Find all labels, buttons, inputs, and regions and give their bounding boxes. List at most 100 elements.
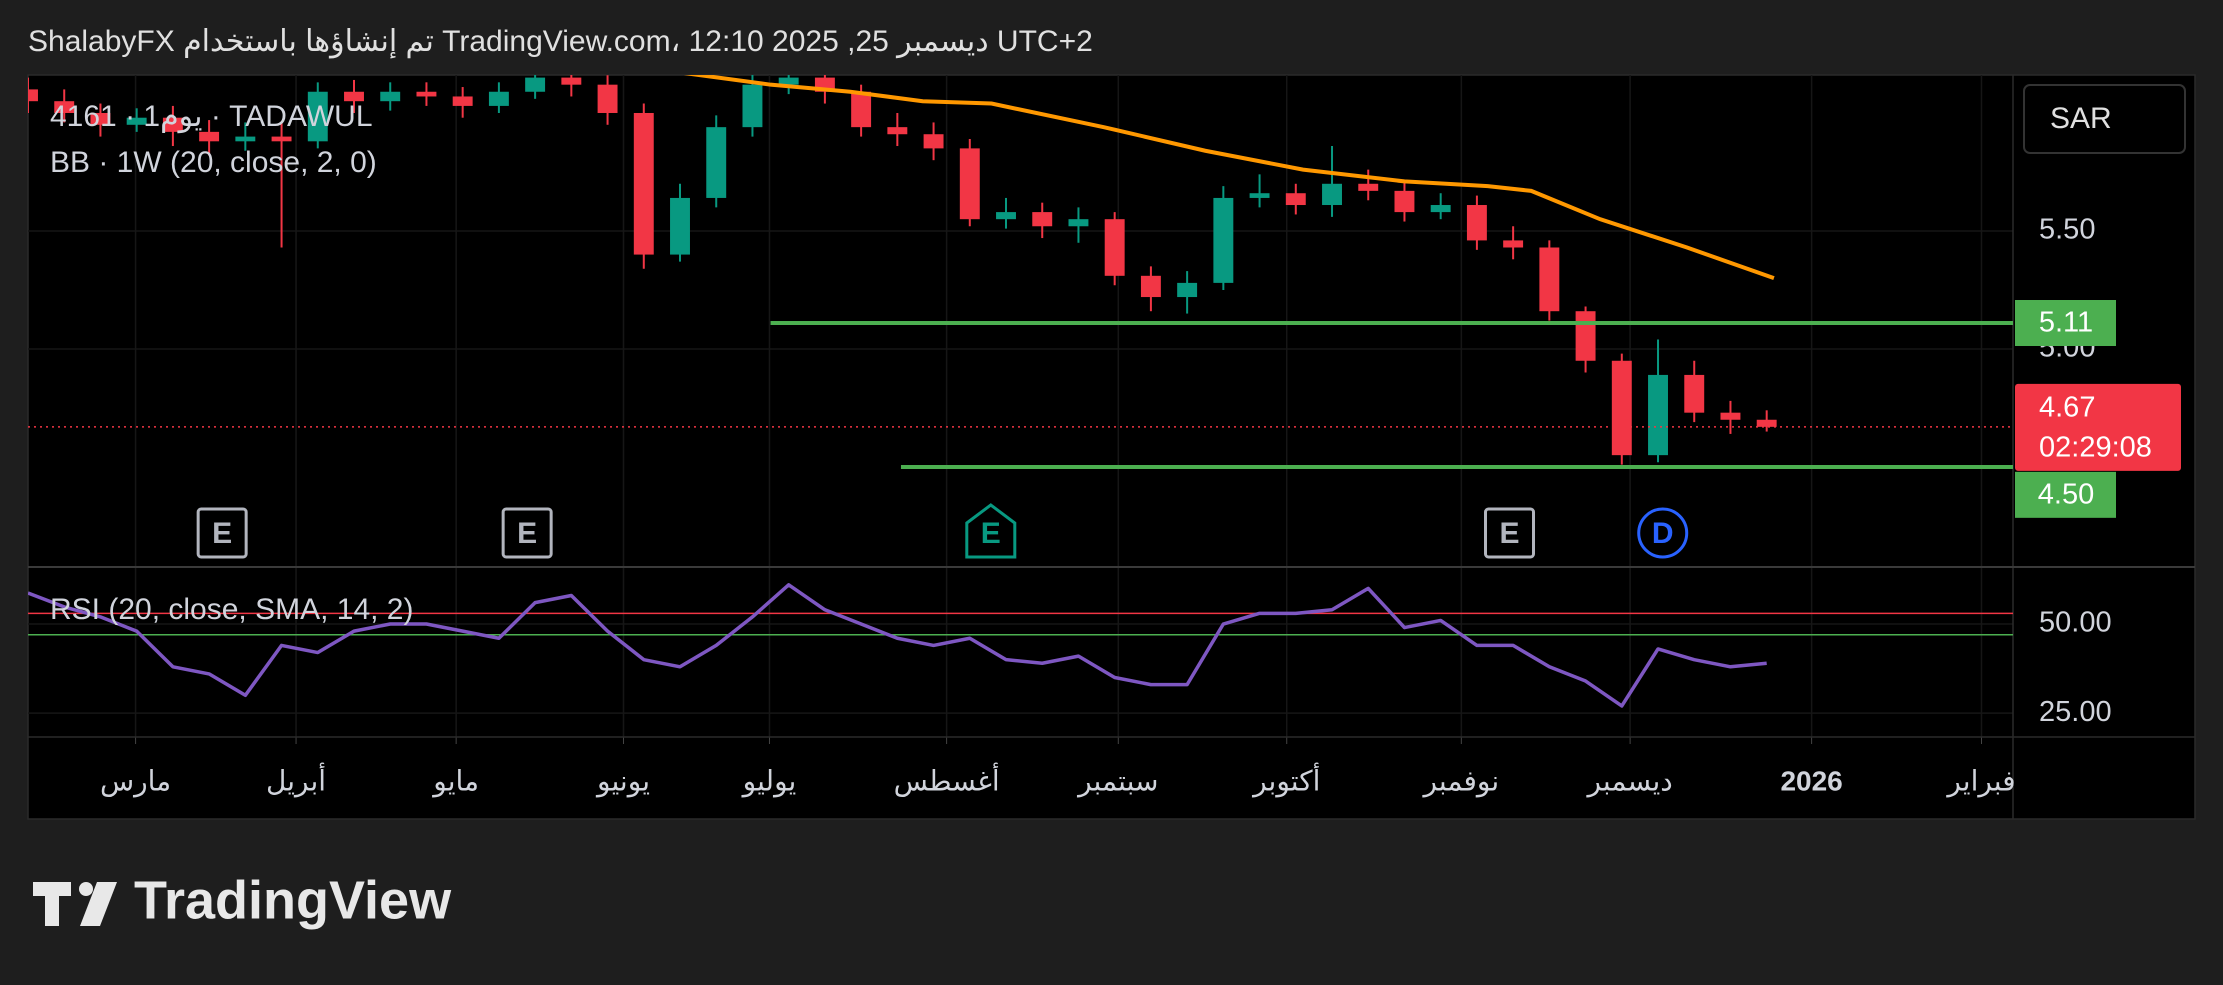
event-icon bbox=[965, 503, 1017, 559]
currency-label: SAR bbox=[2050, 102, 2112, 135]
candle-body bbox=[271, 136, 292, 142]
event-icon bbox=[1484, 507, 1536, 559]
last-price-box bbox=[2015, 383, 2181, 471]
y-tick-label: 5.50 bbox=[2039, 214, 2095, 246]
candle-body bbox=[1104, 219, 1125, 276]
candle-body bbox=[1611, 360, 1632, 456]
candle-body bbox=[1430, 205, 1451, 213]
candle-body bbox=[54, 101, 75, 113]
overlay: مارس أبريل مايو يونيو يوليو أغسطس سبتمبر أكتوبر… bbox=[50, 84, 2186, 797]
rsi-tick-label: 50.00 bbox=[2039, 607, 2112, 639]
countdown: 02:29:08 bbox=[2039, 431, 2152, 463]
x-tick-label: يونيو bbox=[595, 765, 650, 797]
last-price-label: 4.67 bbox=[2039, 391, 2095, 423]
event-icon bbox=[196, 507, 248, 559]
x-tick-label: ديسمبر bbox=[1585, 765, 1672, 797]
candle-body bbox=[742, 84, 763, 128]
candle-body bbox=[887, 127, 908, 135]
event-label: E bbox=[517, 517, 537, 550]
candle-body bbox=[1177, 282, 1198, 298]
candle-body bbox=[452, 96, 473, 106]
grid bbox=[28, 75, 2195, 819]
candle-body bbox=[1032, 212, 1053, 227]
candle-body bbox=[1575, 311, 1596, 361]
x-tick-label: نوفمبر bbox=[1421, 765, 1499, 797]
candle-body bbox=[162, 117, 183, 132]
rsi-tick-label: 25.00 bbox=[2039, 696, 2112, 728]
x-tick-label: مارس bbox=[100, 765, 171, 797]
level-label-box bbox=[2015, 300, 2116, 347]
event-label: E bbox=[981, 517, 1001, 550]
indicator-legend: BB · 1W (20, close, 2, 0) bbox=[50, 146, 377, 179]
event-marker: E bbox=[501, 507, 553, 559]
candle-body bbox=[597, 84, 618, 113]
event-marker: E bbox=[196, 507, 248, 559]
x-tick-label: أبريل bbox=[266, 761, 326, 797]
event-icon bbox=[501, 507, 553, 559]
candle-body bbox=[525, 77, 546, 92]
candle-body bbox=[1684, 374, 1705, 413]
event-marker: D bbox=[1637, 507, 1689, 559]
x-tick-label: مايو bbox=[431, 765, 479, 797]
chart-panel bbox=[27, 74, 2196, 820]
level-label: 5.11 bbox=[2039, 307, 2093, 339]
event-icon bbox=[1637, 507, 1689, 559]
candle-body bbox=[344, 91, 364, 102]
event-marker: E bbox=[965, 503, 1017, 559]
rsi-legend: RSI (20, close, SMA, 14, 2) bbox=[50, 593, 413, 626]
symbol-legend: 4161 · يوم1 · TADAWUL bbox=[50, 100, 373, 133]
candle-body bbox=[1394, 190, 1415, 213]
candle-body bbox=[1358, 183, 1379, 191]
candle-body bbox=[778, 77, 799, 85]
logo-text: TradingView bbox=[134, 870, 452, 930]
candle-body bbox=[1285, 193, 1306, 206]
x-tick-label: فبراير bbox=[1945, 765, 2015, 797]
logo: TradingView bbox=[33, 870, 452, 930]
header: ShalabyFX تم إنشاؤها باستخدام TradingVie… bbox=[28, 25, 1093, 59]
x-tick-label: يوليو bbox=[741, 765, 797, 797]
candle-body bbox=[90, 112, 111, 125]
x-tick-label: أغسطس bbox=[894, 761, 1000, 797]
x-tick-label: أكتوبر bbox=[1251, 761, 1320, 797]
event-marker: E bbox=[1484, 507, 1536, 559]
candle-body bbox=[416, 91, 437, 97]
candle-body bbox=[1322, 183, 1342, 206]
event-label: D bbox=[1652, 517, 1674, 550]
rsi-line bbox=[28, 583, 1767, 708]
candle-body bbox=[1213, 197, 1234, 283]
candle-body bbox=[1539, 247, 1560, 312]
candle-body bbox=[851, 91, 872, 128]
event-label: E bbox=[212, 517, 232, 550]
candle-body bbox=[199, 131, 220, 142]
indicator-line bbox=[683, 75, 1775, 281]
candle-body bbox=[1648, 374, 1668, 456]
candle-body bbox=[380, 91, 401, 102]
candle-body bbox=[235, 136, 256, 142]
candle-body bbox=[923, 134, 944, 149]
candle-body bbox=[561, 77, 582, 85]
candle-body bbox=[1720, 412, 1741, 420]
candle-body bbox=[1140, 275, 1161, 298]
candle-body bbox=[670, 197, 690, 255]
candle-body bbox=[1249, 193, 1270, 198]
candle-body bbox=[706, 127, 727, 198]
candle-body bbox=[1503, 240, 1524, 248]
candle-body bbox=[126, 117, 147, 125]
level-label-box bbox=[2015, 471, 2116, 518]
x-tick-label: 2026 bbox=[1780, 765, 1842, 796]
candle-body bbox=[307, 91, 328, 142]
candle-body bbox=[488, 91, 509, 106]
rsi-pane bbox=[28, 583, 2013, 708]
main-pane bbox=[28, 75, 2013, 465]
candle-body bbox=[1756, 419, 1777, 427]
event-label: E bbox=[1499, 517, 1519, 550]
candle-body bbox=[633, 112, 654, 255]
x-tick-label: سبتمبر bbox=[1076, 765, 1158, 797]
candle-body bbox=[1466, 205, 1487, 241]
candle-body bbox=[28, 89, 38, 102]
currency-button[interactable] bbox=[2023, 84, 2186, 154]
level-label: 4.50 bbox=[2038, 478, 2094, 510]
candle-body bbox=[959, 148, 980, 220]
candle-body bbox=[1068, 219, 1089, 227]
